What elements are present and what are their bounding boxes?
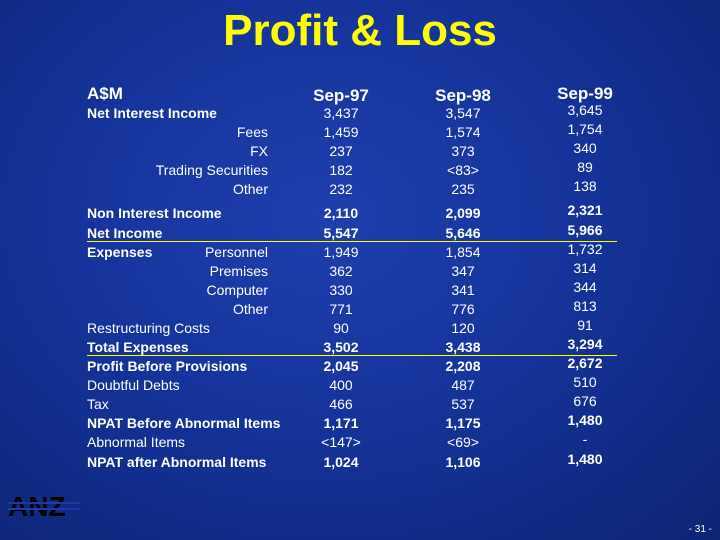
row-value: -: [582, 431, 588, 447]
profit-divider: [87, 355, 617, 356]
row-value: 1,480: [567, 451, 603, 467]
row-sublabel: Personnel: [204, 244, 268, 260]
row-value: 1,171: [323, 415, 359, 431]
row-value: 3,438: [445, 339, 481, 355]
row-value: 89: [577, 159, 593, 175]
row-value: 400: [329, 377, 353, 393]
row-label: Expenses: [87, 244, 153, 260]
column-header-label: A$M: [87, 84, 123, 103]
row-label: Non Interest Income: [87, 205, 222, 221]
row-value: 3,437: [323, 105, 359, 121]
row-value: 2,099: [445, 205, 481, 221]
row-value: 1,754: [567, 121, 603, 137]
row-value: 2,672: [567, 355, 603, 371]
row-value: 1,732: [567, 241, 603, 257]
row-value: 3,547: [445, 105, 481, 121]
row-value: <69>: [447, 434, 479, 450]
row-value: 676: [573, 393, 597, 409]
row-value: 182: [329, 162, 353, 178]
row-value: 510: [573, 374, 597, 390]
row-sublabel: Other: [232, 301, 268, 317]
row-value: 347: [451, 263, 475, 279]
row-label: Total Expenses: [87, 339, 189, 355]
row-value: 466: [329, 396, 353, 412]
row-label: Doubtful Debts: [87, 377, 180, 393]
row-sublabel: Computer: [206, 282, 268, 298]
anz-logo: ANZ: [8, 494, 80, 520]
row-value: <147>: [321, 434, 361, 450]
row-value: 1,024: [323, 454, 359, 470]
row-value: 344: [573, 279, 597, 295]
row-sublabel: Trading Securities: [155, 162, 268, 178]
row-value: 120: [451, 320, 475, 336]
row-sublabel: FX: [250, 143, 268, 159]
row-value: 1,459: [323, 124, 359, 140]
row-label: Profit Before Provisions: [87, 358, 248, 374]
row-value: 5,646: [445, 225, 481, 241]
row-label: NPAT after Abnormal Items: [87, 454, 267, 470]
row-value: 362: [329, 263, 353, 279]
row-value: 340: [573, 140, 597, 156]
row-value: 91: [577, 317, 593, 333]
row-label: Net Interest Income: [87, 105, 217, 121]
row-value: 5,966: [567, 222, 603, 238]
row-value: 1,175: [445, 415, 481, 431]
row-value: 3,502: [323, 339, 359, 355]
row-value: 232: [329, 181, 353, 197]
row-value: 1,106: [445, 454, 481, 470]
row-value: 235: [451, 181, 475, 197]
column-header-sep98: Sep-98: [435, 86, 491, 105]
row-value: 1,854: [445, 244, 481, 260]
row-value: 2,321: [567, 202, 603, 218]
row-value: 2,110: [323, 205, 359, 221]
column-header-sep99: Sep-99: [557, 84, 613, 103]
row-label: Tax: [87, 396, 109, 412]
row-label: Abnormal Items: [87, 434, 186, 450]
row-value: 138: [573, 178, 597, 194]
row-value: 2,208: [445, 358, 481, 374]
row-value: 237: [329, 143, 353, 159]
page-title: Profit & Loss: [223, 6, 497, 55]
row-value: 341: [451, 282, 475, 298]
row-value: 3,294: [567, 336, 603, 352]
row-value: 314: [573, 260, 597, 276]
row-value: 537: [451, 396, 475, 412]
row-sublabel: Fees: [236, 124, 268, 140]
row-value: 776: [451, 301, 475, 317]
row-value: 5,547: [323, 225, 359, 241]
anz-logo-text: ANZ: [8, 494, 66, 520]
row-value: 1,574: [445, 124, 481, 140]
row-value: 90: [333, 320, 349, 336]
row-value: <83>: [447, 162, 479, 178]
row-value: 2,045: [323, 358, 359, 374]
row-value: 1,949: [323, 244, 359, 260]
row-value: 771: [329, 301, 353, 317]
row-value: 1,480: [567, 412, 603, 428]
row-sublabel: Other: [232, 181, 268, 197]
row-value: 487: [451, 377, 475, 393]
row-label: Net Income: [87, 225, 163, 241]
row-sublabel: Premises: [209, 263, 268, 279]
column-header-sep97: Sep-97: [313, 86, 369, 105]
row-value: 330: [329, 282, 353, 298]
net-income-divider: [87, 241, 617, 242]
row-label: Restructuring Costs: [87, 320, 210, 336]
row-value: 373: [451, 143, 475, 159]
row-value: 3,645: [567, 102, 603, 118]
page-number: - 31 -: [688, 524, 712, 535]
row-value: 813: [573, 298, 597, 314]
row-label: NPAT Before Abnormal Items: [87, 415, 281, 431]
